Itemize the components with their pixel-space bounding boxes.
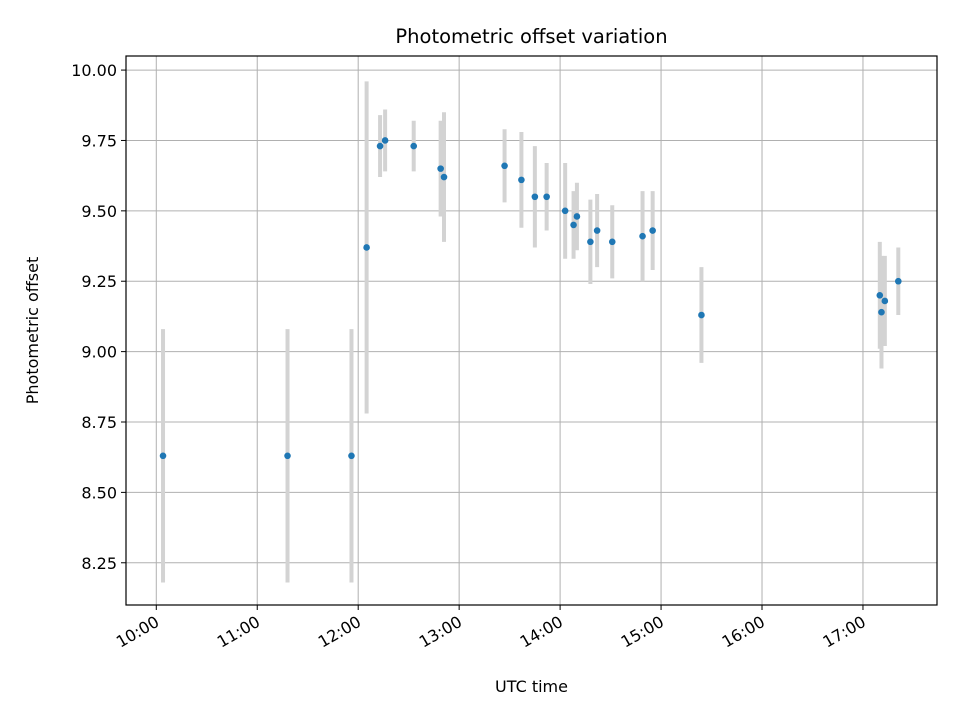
data-points (159, 137, 902, 460)
data-point (437, 165, 444, 172)
data-point (531, 193, 539, 201)
y-tick-label: 8.25 (81, 554, 117, 573)
y-axis-label: Photometric offset (23, 257, 42, 405)
data-point (570, 221, 577, 229)
chart-title: Photometric offset variation (395, 25, 667, 48)
y-tick-label: 8.75 (81, 413, 117, 432)
data-point (608, 238, 616, 246)
x-axis-label: UTC time (495, 677, 568, 696)
y-tick-label: 9.50 (81, 202, 117, 221)
y-axis-ticks: 8.25 8.50 8.75 9.00 9.25 9.50 9.75 10.00 (71, 61, 126, 573)
data-point (881, 297, 889, 305)
data-point (639, 232, 646, 240)
data-point (587, 238, 594, 246)
y-tick-label: 9.00 (81, 343, 117, 362)
data-point (381, 137, 389, 144)
data-point (410, 142, 418, 150)
data-point (649, 227, 656, 234)
data-point (348, 452, 355, 460)
grid (126, 56, 937, 605)
y-tick-label: 8.50 (81, 483, 117, 502)
data-point (284, 452, 291, 460)
data-point (561, 207, 569, 215)
data-point (518, 176, 525, 184)
data-point (878, 308, 885, 316)
data-point (573, 213, 581, 220)
data-point (698, 311, 705, 319)
y-tick-label: 9.25 (81, 272, 117, 291)
data-point (440, 173, 448, 181)
data-point (876, 292, 884, 299)
data-point (363, 244, 370, 251)
y-tick-label: 9.75 (81, 131, 117, 150)
data-point (593, 227, 601, 234)
data-point (895, 277, 902, 285)
data-point (159, 452, 167, 460)
y-tick-label: 10.00 (71, 61, 117, 80)
plot-frame (125, 55, 938, 606)
data-point (376, 142, 384, 150)
data-point (501, 162, 508, 170)
data-point (543, 193, 550, 201)
